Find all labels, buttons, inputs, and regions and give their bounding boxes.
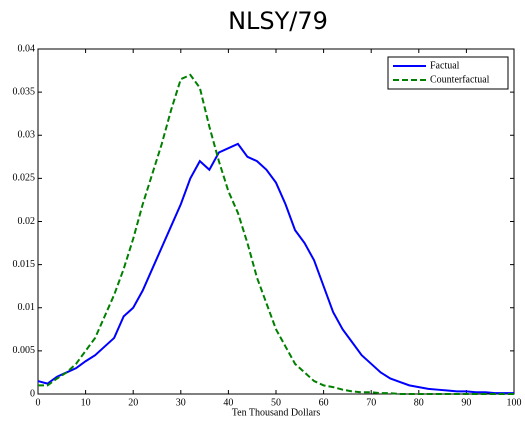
x-tick-label: 10 — [81, 397, 91, 408]
x-tick-label: 50 — [271, 397, 281, 408]
legend-box — [387, 56, 509, 90]
x-tick-label: 30 — [176, 397, 186, 408]
y-tick-label: 0.01 — [18, 302, 36, 313]
data-line — [38, 73, 514, 395]
x-tick-label: 90 — [461, 397, 471, 408]
x-tick-label: 40 — [223, 397, 233, 408]
y-tick-label: 0.005 — [13, 345, 36, 356]
y-tick-label: 0.03 — [18, 130, 36, 141]
legend-label: Factual — [430, 60, 460, 71]
y-tick-label: 0.015 — [13, 259, 36, 270]
x-tick-label: 100 — [507, 397, 522, 408]
y-tick-label: 0 — [30, 388, 35, 399]
y-tick-label: 0.035 — [13, 86, 36, 97]
legend-label: Counterfactual — [430, 74, 490, 85]
x-tick-label: 60 — [319, 397, 329, 408]
y-tick-label: 0.04 — [18, 43, 36, 54]
x-axis-label: Ten Thousand Dollars — [232, 407, 321, 418]
x-tick-label: 80 — [414, 397, 424, 408]
y-tick-label: 0.02 — [18, 216, 36, 227]
data-line — [37, 142, 514, 395]
x-tick-label: 20 — [128, 397, 138, 408]
x-tick-label: 70 — [366, 397, 376, 408]
chart-title: NLSY/79 — [228, 7, 328, 35]
y-tick-label: 0.025 — [13, 173, 36, 184]
x-tick-label: 0 — [36, 397, 41, 408]
